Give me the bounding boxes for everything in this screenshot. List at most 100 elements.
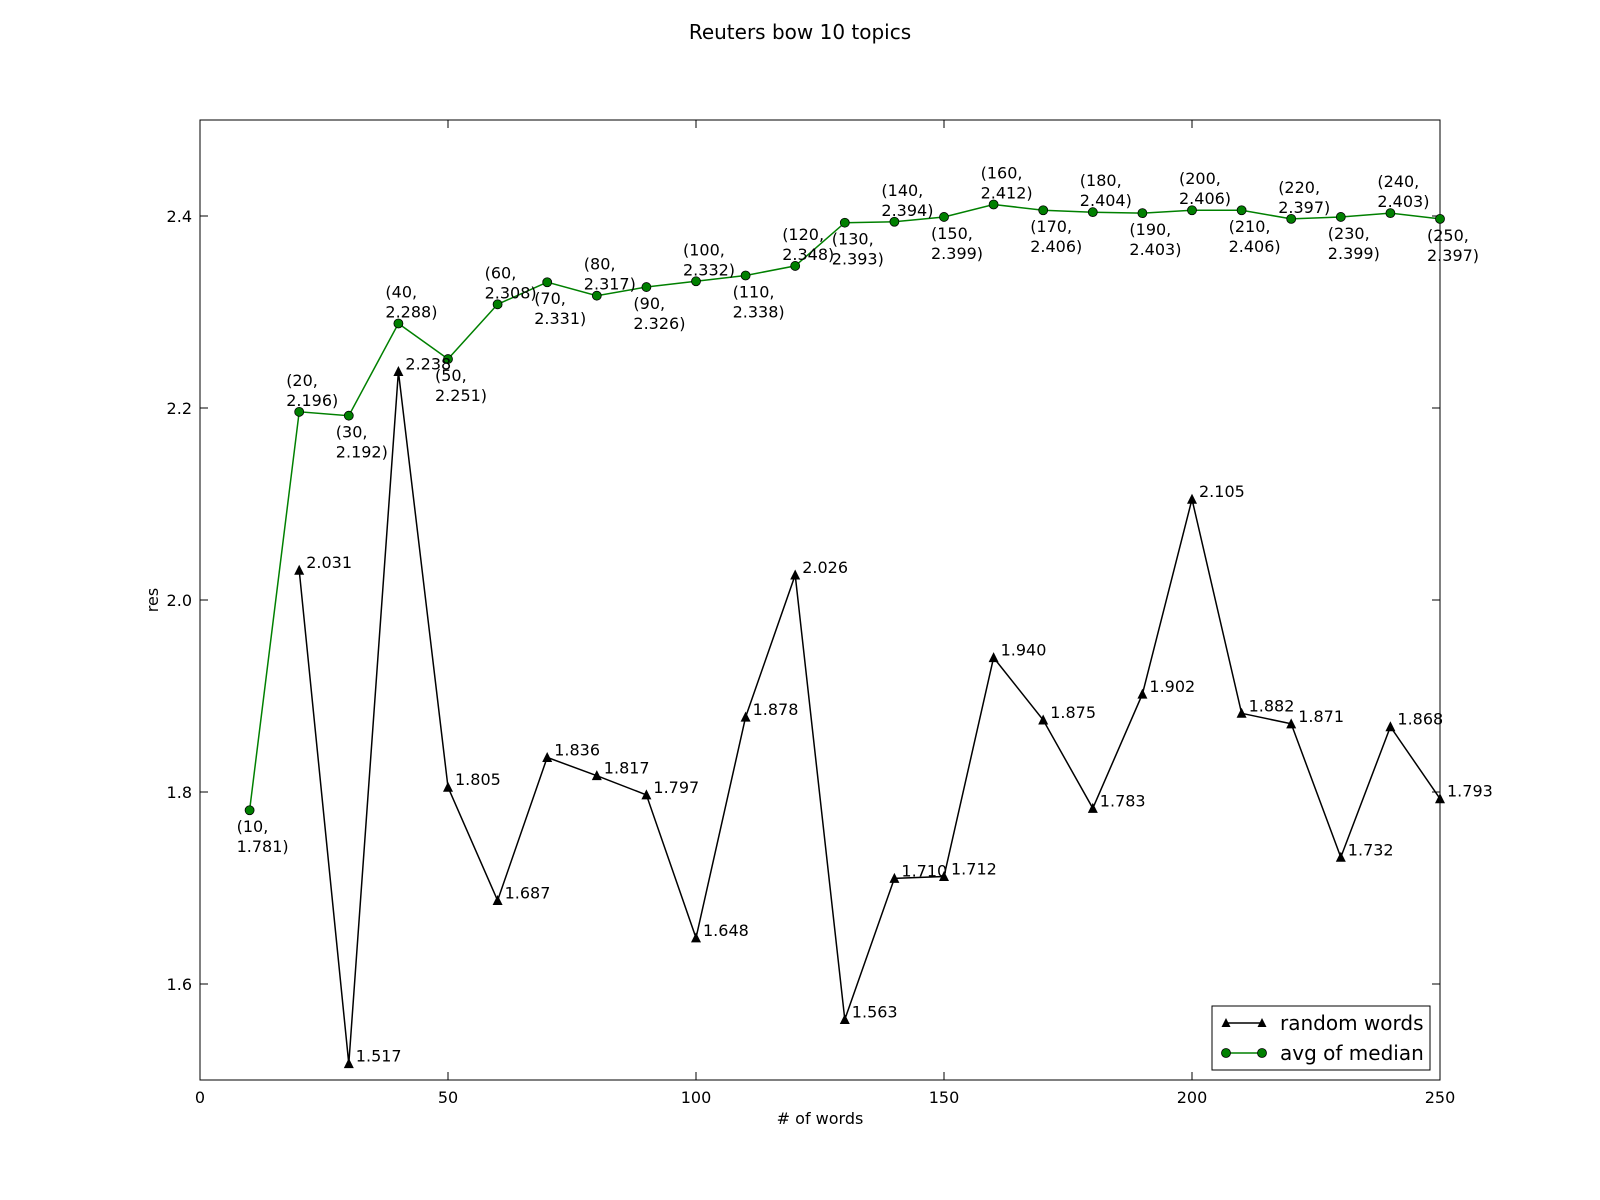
- data-label: 1.563: [852, 1003, 898, 1022]
- data-label: (230, 2.399): [1328, 224, 1380, 263]
- data-label-line: (80,: [584, 255, 616, 274]
- legend-marker-random-words: [1257, 1018, 1267, 1027]
- data-label-line: (60,: [485, 263, 517, 282]
- data-label-line: 2.399): [1328, 244, 1380, 263]
- data-label: 1.517: [356, 1047, 402, 1066]
- data-label: 1.732: [1348, 840, 1394, 859]
- point-marker-random-words: [988, 652, 999, 663]
- data-label: (190, 2.403): [1129, 220, 1181, 259]
- point-marker-avg-of-median: [839, 217, 850, 228]
- y-axis-label: res: [143, 588, 162, 612]
- point-marker-avg-of-median: [740, 270, 751, 281]
- point-marker-random-words: [641, 789, 652, 800]
- point-marker-avg-of-median: [294, 406, 305, 417]
- axis-ticks: 0 50 100 150 200 250 1.6 1.8 2.0 2.2 2.4: [167, 120, 1455, 1107]
- series-line-random-words: [298, 371, 1441, 1064]
- y-tick-label: 2.0: [167, 591, 192, 610]
- legend-marker-avg-of-median: [1257, 1048, 1267, 1058]
- data-label: (140, 2.394): [881, 181, 933, 220]
- point-marker-avg-of-median: [1087, 207, 1098, 218]
- point-marker-avg-of-median: [393, 318, 404, 329]
- data-label-line: (40,: [385, 283, 417, 302]
- data-label: 1.902: [1149, 677, 1195, 696]
- data-label: (40, 2.288): [385, 283, 437, 322]
- point-marker-random-words: [542, 751, 553, 762]
- point-marker-avg-of-median: [542, 277, 553, 288]
- data-label-line: (140,: [881, 181, 923, 200]
- data-label-line: (20,: [286, 371, 318, 390]
- data-label: (180, 2.404): [1080, 171, 1132, 210]
- y-tick-label: 2.2: [167, 399, 192, 418]
- y-tick-label: 1.6: [167, 975, 192, 994]
- data-label-line: 2.412): [981, 183, 1033, 202]
- point-marker-avg-of-median: [988, 199, 999, 210]
- data-label: (80, 2.317): [584, 255, 636, 294]
- data-label-line: 2.348): [782, 245, 834, 264]
- legend-label-avg-of-median: avg of median: [1280, 1041, 1424, 1065]
- data-label: (120, 2.348): [782, 225, 834, 264]
- data-label: (10, 1.781): [237, 817, 289, 856]
- data-label-line: (210,: [1229, 217, 1271, 236]
- point-marker-avg-of-median: [790, 261, 801, 271]
- data-label-line: (70,: [534, 289, 566, 308]
- data-label-line: 2.192): [336, 443, 388, 462]
- data-label: (30, 2.192): [336, 423, 388, 462]
- data-label-line: 2.393): [832, 250, 884, 269]
- data-labels: 2.031 1.517 2.238 1.805 1.687 1.8361.8171.797…: [237, 163, 1493, 1065]
- data-label-line: 2.331): [534, 309, 586, 328]
- point-marker-random-words: [839, 1014, 850, 1025]
- data-label-line: 2.399): [931, 244, 983, 263]
- data-label-line: (170,: [1030, 217, 1072, 236]
- point-marker-avg-of-median: [1236, 205, 1247, 216]
- x-axis-label: # of words: [777, 1109, 864, 1128]
- data-label: 1.940: [1001, 641, 1047, 660]
- point-marker-avg-of-median: [1187, 205, 1197, 216]
- plot-area: [199, 119, 1441, 1081]
- point-marker-avg-of-median: [691, 276, 701, 287]
- data-label-line: (190,: [1129, 220, 1171, 239]
- data-label: 1.875: [1050, 703, 1096, 722]
- legend-marker-random-words: [1221, 1018, 1231, 1027]
- data-label: 2.026: [802, 558, 848, 577]
- point-marker-random-words: [740, 711, 751, 722]
- data-label-line: (200,: [1179, 169, 1221, 188]
- data-label-line: (150,: [931, 224, 973, 243]
- legend-marker-avg-of-median: [1221, 1048, 1231, 1058]
- x-tick-label: 150: [929, 1088, 960, 1107]
- legend-label-random-words: random words: [1280, 1011, 1424, 1035]
- data-label: 1.797: [653, 778, 699, 797]
- data-label: 1.871: [1298, 707, 1344, 726]
- data-label: (20, 2.196): [286, 371, 338, 410]
- point-marker-avg-of-median: [1137, 208, 1148, 219]
- y-tick-label: 2.4: [167, 207, 192, 226]
- point-marker-avg-of-median: [343, 410, 354, 421]
- point-marker-random-words: [1236, 707, 1247, 718]
- data-label: (130, 2.393): [832, 230, 884, 269]
- data-label-line: (240,: [1377, 172, 1419, 191]
- x-tick-label: 50: [438, 1088, 458, 1107]
- point-marker-random-words: [691, 932, 701, 943]
- x-tick-label: 200: [1177, 1088, 1208, 1107]
- data-label: 2.105: [1199, 482, 1245, 501]
- point-marker-random-words: [1385, 721, 1396, 732]
- point-marker-avg-of-median: [244, 805, 255, 816]
- data-label: 1.687: [505, 883, 551, 902]
- data-label: (60, 2.308): [485, 263, 537, 302]
- chart-title: Reuters bow 10 topics: [689, 20, 911, 44]
- point-marker-random-words: [1038, 714, 1049, 725]
- data-label: (200, 2.406): [1179, 169, 1231, 208]
- x-tick-label: 0: [195, 1088, 205, 1107]
- data-label: (50, 2.251): [435, 366, 487, 405]
- data-label-line: (10,: [237, 817, 269, 836]
- data-label: 1.882: [1249, 696, 1295, 715]
- legend: random words avg of median: [1211, 1005, 1431, 1071]
- data-label: 1.805: [455, 770, 501, 789]
- data-label: (220, 2.397): [1278, 178, 1330, 217]
- data-label: (240, 2.403): [1377, 172, 1429, 211]
- data-label: 1.648: [703, 921, 749, 940]
- data-label-line: (180,: [1080, 171, 1122, 190]
- point-marker-random-words: [1137, 688, 1148, 699]
- data-label-line: (30,: [336, 423, 368, 442]
- data-label-line: 2.404): [1080, 191, 1132, 210]
